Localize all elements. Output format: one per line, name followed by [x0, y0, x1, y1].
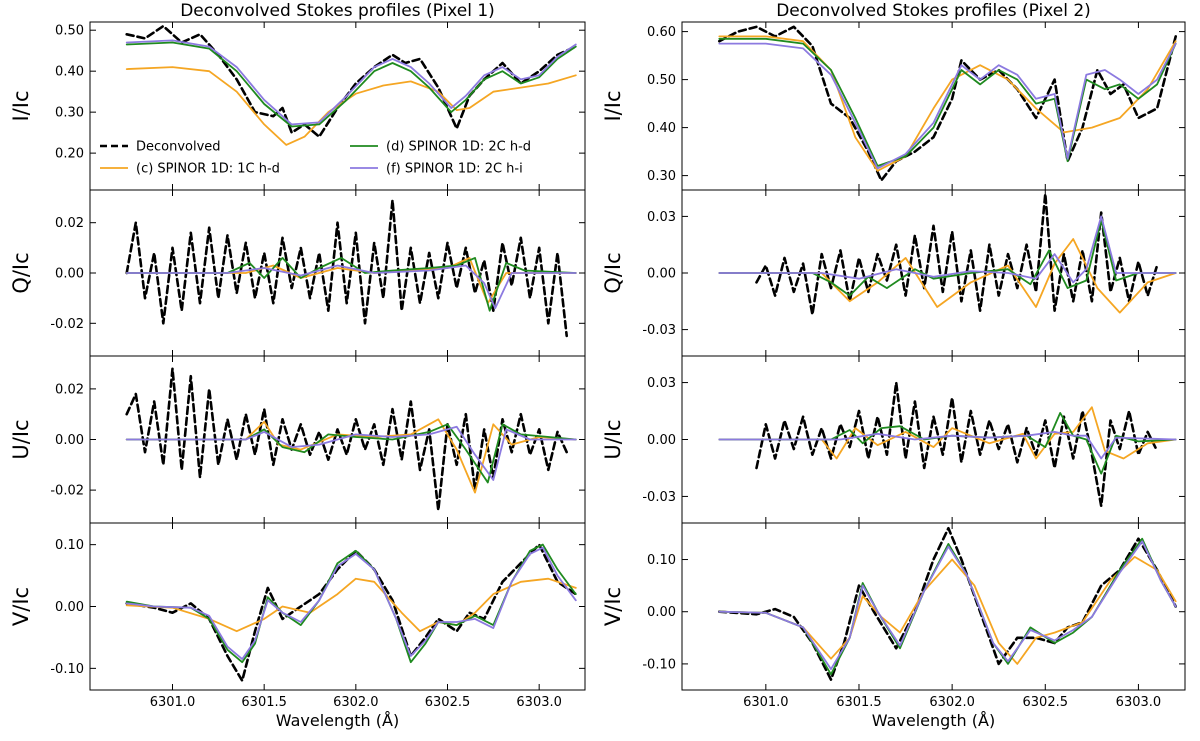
series-line-d-spinor-1d-2c-h-d: [125, 423, 577, 484]
panel-i-ic: 0.30 0.40 0.50 0.60 I/Ic: [601, 21, 1186, 191]
series-line-c-spinor-1d-1c-h-d: [718, 238, 1177, 314]
y-axis-label: I/Ic: [9, 90, 33, 121]
y-axis-label: Q/Ic: [601, 252, 625, 293]
series-line-d-spinor-1d-2c-h-d: [718, 219, 1177, 297]
series-line-d-spinor-1d-2c-h-d: [125, 257, 577, 312]
y-axis-label: U/Ic: [9, 419, 33, 459]
y-tick-label: -0.02: [50, 484, 84, 499]
legend: Deconvolved (c) SPINOR 1D: 1C h-d (d) SPIN…: [100, 140, 531, 177]
series-line-c-spinor-1d-1c-h-d: [718, 35, 1177, 172]
x-tick-label: 6302.5: [425, 695, 471, 710]
panel-v-ic: -0.10 0.00 0.10 V/Ic: [601, 522, 1186, 691]
x-tick-label: 6301.0: [150, 695, 196, 710]
legend-label: Deconvolved: [136, 140, 221, 155]
x-tick-label: 6302.0: [929, 695, 975, 710]
chart-pixel-2: Deconvolved Stokes profiles (Pixel 2)0.3…: [601, 1, 1186, 730]
x-tick-label: 6303.0: [1116, 695, 1162, 710]
y-axis-label: U/Ic: [601, 419, 625, 459]
y-axis-label: V/Ic: [601, 587, 625, 626]
y-tick-label: -0.10: [642, 657, 676, 672]
y-tick-label: -0.03: [642, 490, 676, 505]
series-line-f-spinor-1d-2c-h-i: [125, 425, 577, 481]
y-tick-label: 0.40: [647, 121, 676, 136]
series-line-deconvolved: [755, 381, 1159, 508]
series-line-deconvolved: [125, 24, 578, 138]
panel-u-ic: -0.03 0.00 0.03 U/Ic: [601, 355, 1186, 524]
x-tick-label: 6301.0: [743, 695, 789, 710]
series-line-d-spinor-1d-2c-h-d: [718, 537, 1177, 676]
chart-pixel-1: Deconvolved Stokes profiles (Pixel 1) 0.2…: [9, 1, 586, 730]
panel-q-ic: -0.02 0.00 0.02 Q/Ic: [9, 189, 586, 357]
panel-frame: [681, 522, 1186, 691]
y-axis-label: V/Ic: [9, 587, 33, 626]
series-line-deconvolved: [718, 526, 1177, 681]
y-tick-label: 0.10: [647, 553, 676, 568]
y-tick-label: 0.02: [55, 382, 84, 397]
series-line-deconvolved: [125, 543, 578, 682]
legend-label: (c) SPINOR 1D: 1C h-d: [136, 162, 280, 177]
x-tick-label: 6301.5: [836, 695, 882, 710]
chart-title: Deconvolved Stokes profiles (Pixel 2): [776, 1, 1091, 21]
y-tick-label: 0.00: [55, 433, 84, 448]
y-axis-label: I/Ic: [601, 90, 625, 121]
panel-q-ic: -0.03 0.00 0.03 Q/Ic: [601, 189, 1186, 357]
y-tick-label: 0.20: [55, 147, 84, 162]
y-tick-label: 0.50: [55, 24, 84, 39]
series-line-c-spinor-1d-1c-h-d: [125, 66, 577, 146]
y-tick-label: 0.03: [647, 376, 676, 391]
y-tick-label: 0.10: [55, 538, 84, 553]
y-tick-label: 0.03: [647, 210, 676, 225]
series-line-deconvolved: [755, 192, 1159, 316]
series-line-f-spinor-1d-2c-h-i: [718, 42, 1177, 170]
series-line-c-spinor-1d-1c-h-d: [718, 556, 1177, 665]
x-tick-label: 6303.0: [516, 695, 562, 710]
series-line-f-spinor-1d-2c-h-i: [125, 546, 577, 660]
series-line-f-spinor-1d-2c-h-i: [718, 215, 1177, 284]
x-tick-label: 6301.5: [241, 695, 287, 710]
x-axis-label: Wavelength (Å): [276, 711, 399, 730]
y-tick-label: -0.02: [50, 317, 84, 332]
x-tick-label: 6302.5: [1023, 695, 1069, 710]
panel-frame: [681, 21, 1186, 191]
series-line-f-spinor-1d-2c-h-i: [718, 431, 1177, 460]
y-tick-label: 0.00: [55, 267, 84, 282]
series-line-d-spinor-1d-2c-h-d: [125, 543, 577, 664]
y-tick-label: 0.30: [55, 106, 84, 121]
panel-v-ic: -0.10 0.00 0.10 V/Ic: [9, 522, 586, 691]
series-line-c-spinor-1d-1c-h-d: [125, 577, 577, 633]
y-axis-label: Q/Ic: [9, 252, 33, 293]
series-line-d-spinor-1d-2c-h-d: [125, 41, 577, 128]
legend-label: (f) SPINOR 1D: 2C h-i: [386, 162, 523, 177]
series-line-d-spinor-1d-2c-h-d: [718, 37, 1177, 167]
y-tick-label: 0.40: [55, 65, 84, 80]
y-tick-label: 0.00: [647, 267, 676, 282]
y-tick-label: 0.00: [647, 605, 676, 620]
series-line-c-spinor-1d-1c-h-d: [125, 418, 577, 494]
chart-title: Deconvolved Stokes profiles (Pixel 1): [180, 1, 495, 21]
series-line-f-spinor-1d-2c-h-i: [125, 39, 577, 126]
y-tick-label: -0.03: [642, 323, 676, 338]
x-tick-label: 6302.0: [333, 695, 379, 710]
panel-u-ic: -0.02 0.00 0.02 U/Ic: [9, 355, 586, 524]
series-line-deconvolved: [718, 25, 1177, 182]
y-tick-label: 0.50: [647, 73, 676, 88]
y-tick-label: 0.00: [55, 600, 84, 615]
series-line-f-spinor-1d-2c-h-i: [718, 540, 1177, 670]
legend-label: (d) SPINOR 1D: 2C h-d: [386, 140, 531, 155]
y-tick-label: -0.10: [50, 662, 84, 677]
y-tick-label: 0.02: [55, 216, 84, 231]
y-tick-label: 0.30: [647, 169, 676, 184]
series-line-f-spinor-1d-2c-h-i: [125, 264, 577, 310]
x-axis-label: Wavelength (Å): [872, 711, 995, 730]
y-tick-label: 0.60: [647, 25, 676, 40]
y-tick-label: 0.00: [647, 433, 676, 448]
series-line-deconvolved: [125, 198, 568, 338]
